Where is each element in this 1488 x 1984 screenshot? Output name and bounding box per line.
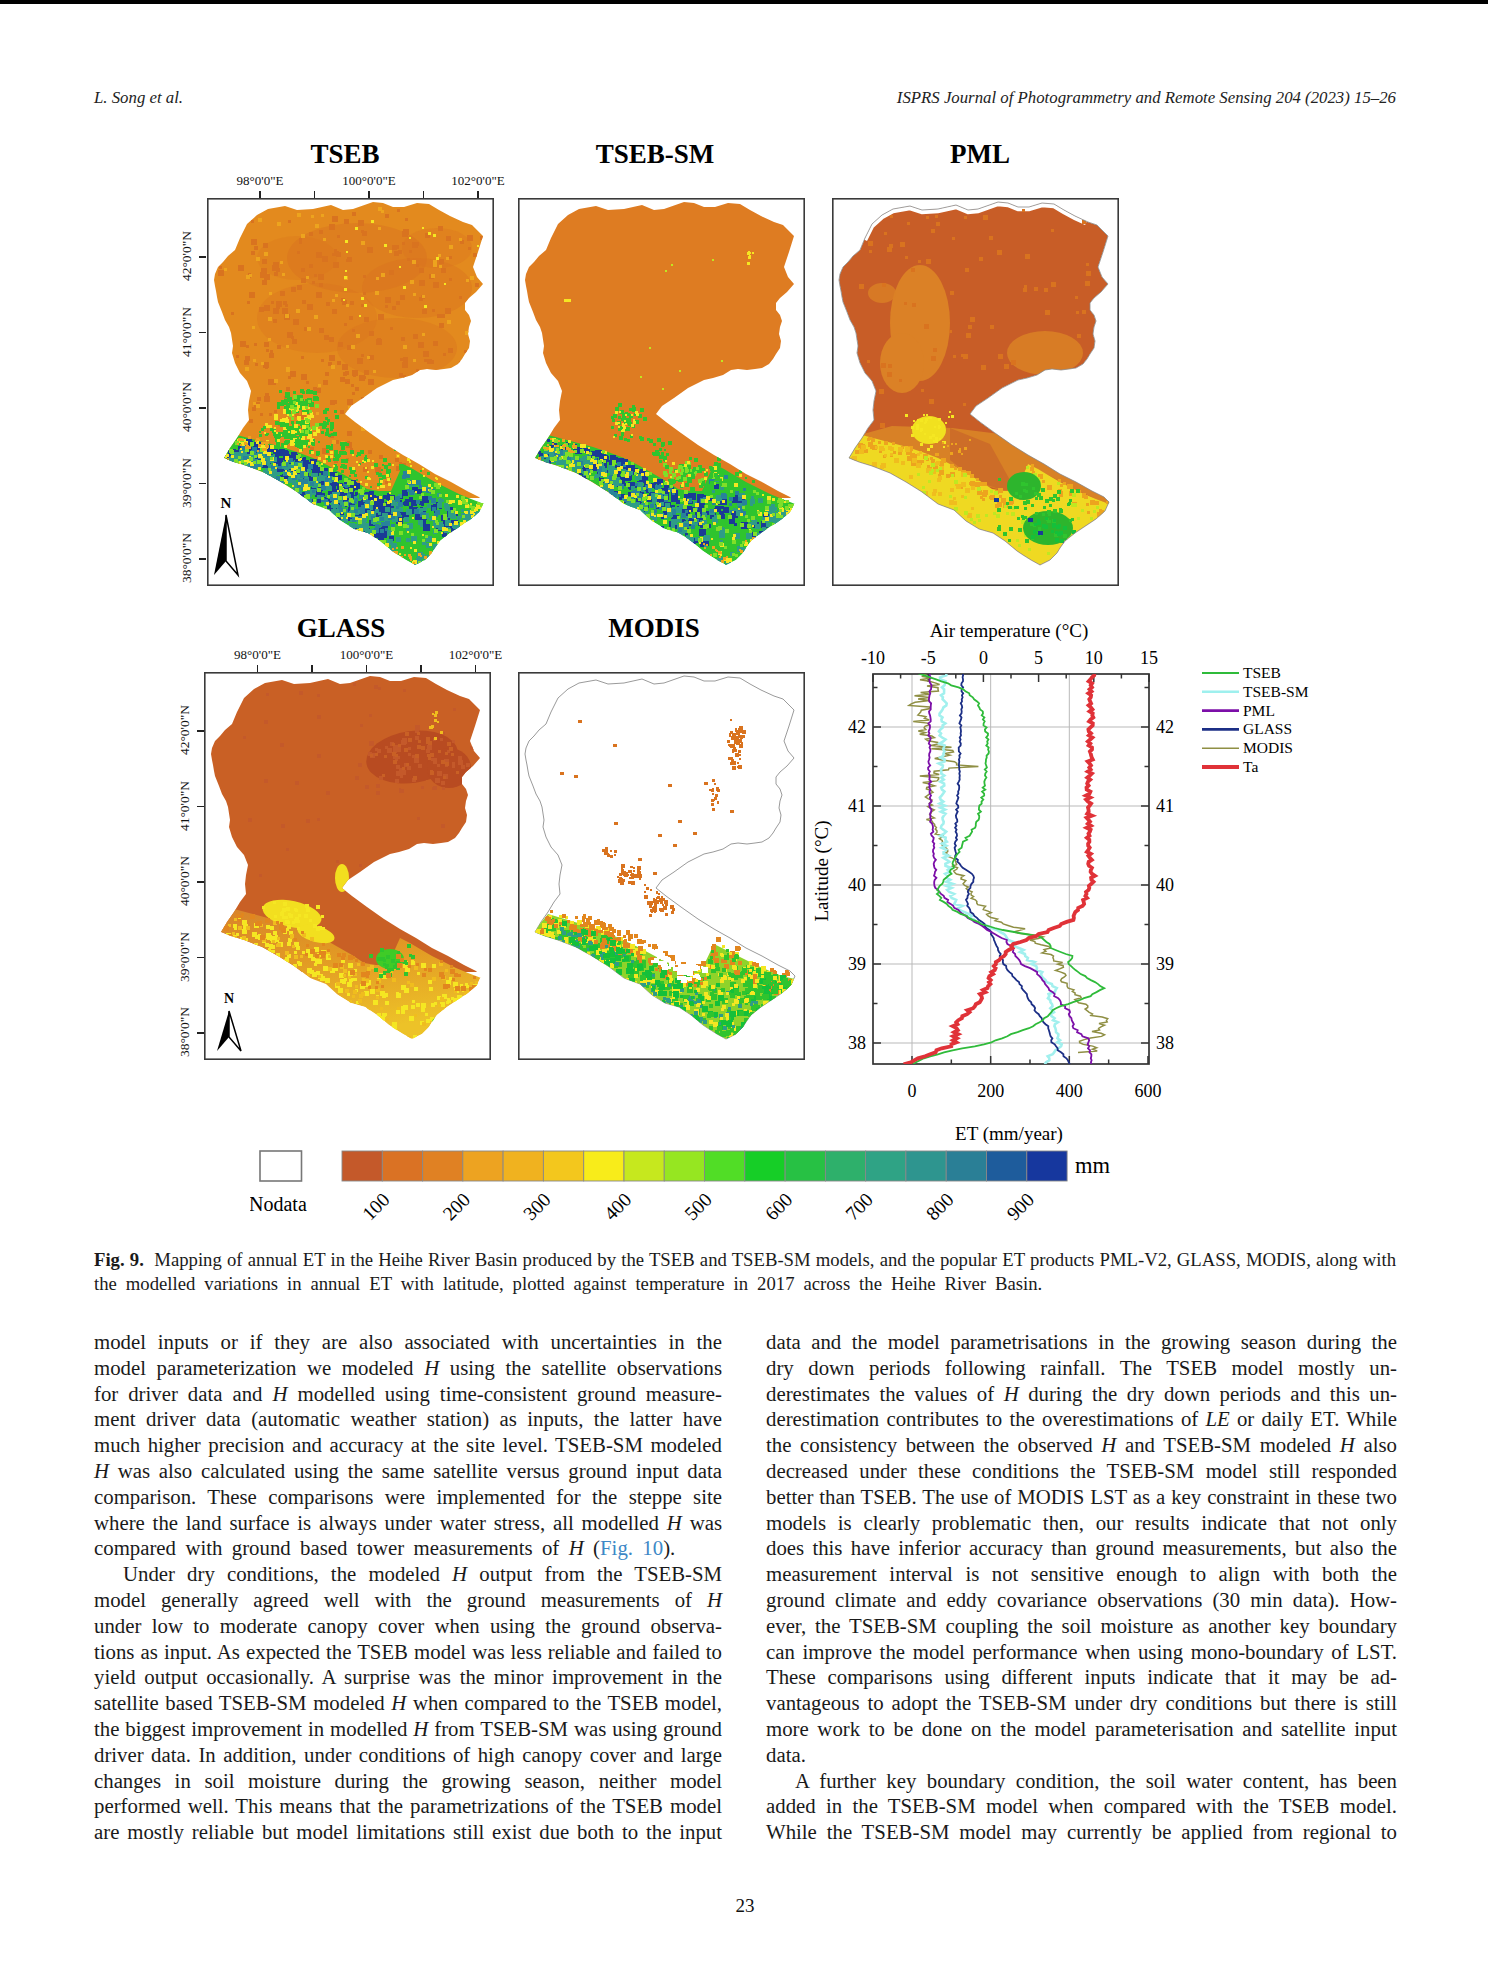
svg-text:-10: -10 <box>861 648 885 668</box>
svg-text:41: 41 <box>848 796 866 816</box>
svg-text:700: 700 <box>841 1189 877 1225</box>
svg-text:TSEB-SM: TSEB-SM <box>1243 683 1309 700</box>
svg-text:41: 41 <box>1156 796 1174 816</box>
svg-text:400: 400 <box>600 1189 636 1225</box>
svg-text:10: 10 <box>1085 648 1103 668</box>
svg-text:38: 38 <box>1156 1033 1174 1053</box>
svg-text:MODIS: MODIS <box>1243 739 1293 756</box>
svg-text:Latitude (°C): Latitude (°C) <box>811 821 833 922</box>
svg-text:42: 42 <box>848 717 866 737</box>
svg-text:42: 42 <box>1156 717 1174 737</box>
svg-text:0: 0 <box>908 1081 917 1101</box>
svg-text:200: 200 <box>977 1081 1004 1101</box>
svg-text:38: 38 <box>848 1033 866 1053</box>
svg-text:600: 600 <box>1134 1081 1161 1101</box>
svg-text:800: 800 <box>922 1189 958 1225</box>
svg-text:PML: PML <box>1243 702 1275 719</box>
svg-text:mm: mm <box>1075 1153 1111 1178</box>
svg-text:300: 300 <box>519 1189 555 1225</box>
svg-text:200: 200 <box>439 1189 475 1225</box>
svg-text:40: 40 <box>1156 875 1174 895</box>
svg-text:5: 5 <box>1034 648 1043 668</box>
svg-text:500: 500 <box>680 1189 716 1225</box>
svg-text:40: 40 <box>848 875 866 895</box>
svg-text:Nodata: Nodata <box>250 1193 307 1215</box>
svg-text:600: 600 <box>761 1189 797 1225</box>
svg-text:100: 100 <box>358 1189 394 1225</box>
svg-text:39: 39 <box>1156 954 1174 974</box>
svg-text:0: 0 <box>979 648 988 668</box>
svg-text:15: 15 <box>1140 648 1158 668</box>
svg-text:Air temperature (°C): Air temperature (°C) <box>930 620 1088 642</box>
svg-text:Ta: Ta <box>1243 758 1258 775</box>
svg-text:TSEB: TSEB <box>1243 664 1281 681</box>
svg-text:400: 400 <box>1056 1081 1083 1101</box>
svg-text:GLASS: GLASS <box>1243 720 1292 737</box>
svg-text:-5: -5 <box>921 648 936 668</box>
svg-text:39: 39 <box>848 954 866 974</box>
svg-text:900: 900 <box>1003 1189 1039 1225</box>
